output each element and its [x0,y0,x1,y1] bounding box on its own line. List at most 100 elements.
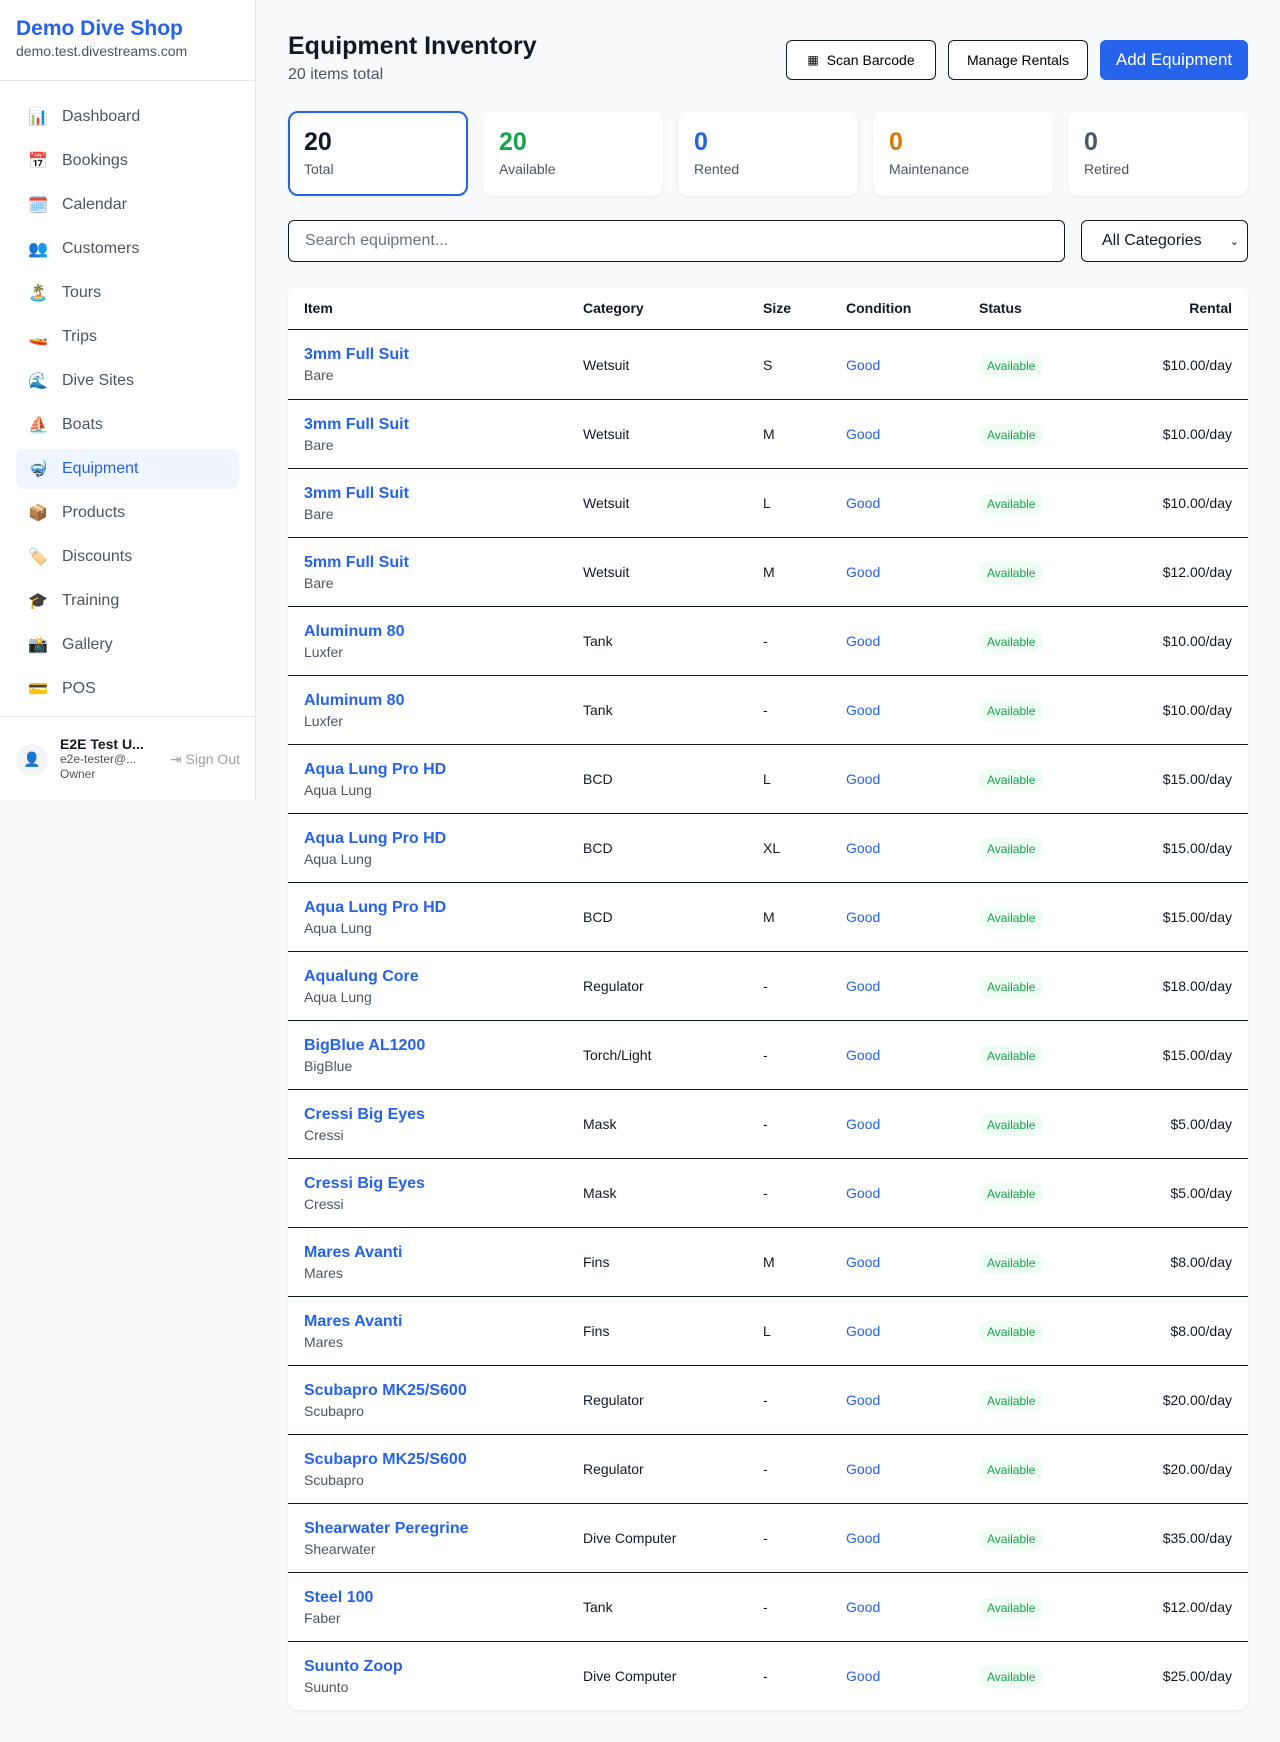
header-status[interactable]: Status [979,300,1022,316]
sidebar-item-label: Calendar [62,196,127,213]
item-category: Wetsuit [583,356,630,373]
table-row[interactable]: Mares Avanti Mares Fins M Good Available … [288,1227,1248,1296]
sidebar-item-discounts[interactable]: 🏷️ Discounts [16,537,239,577]
table-row[interactable]: Aluminum 80 Luxfer Tank - Good Available … [288,606,1248,675]
item-condition: Good [846,840,881,856]
item-name-link[interactable]: Suunto Zoop [304,1657,403,1675]
sidebar-item-boats[interactable]: ⛵ Boats [16,405,239,445]
stat-value: 0 [1084,128,1098,156]
sidebar-item-bookings[interactable]: 📅 Bookings [16,141,239,181]
add-equipment-button[interactable]: Add Equipment [1100,40,1248,80]
sidebar-item-equipment[interactable]: 🤿 Equipment [16,449,239,489]
item-name-link[interactable]: BigBlue AL1200 [304,1036,426,1054]
table-row[interactable]: Mares Avanti Mares Fins L Good Available … [288,1296,1248,1365]
table-row[interactable]: Cressi Big Eyes Cressi Mask - Good Availa… [288,1158,1248,1227]
item-category: Wetsuit [583,495,630,511]
stat-card-maintenance[interactable]: 0 Maintenance [873,111,1053,196]
status-badge: Available [979,1183,1044,1205]
item-brand: Aqua Lung [304,919,372,936]
status-badge: Available [979,1045,1044,1067]
shop-name[interactable]: Demo Dive Shop [16,17,183,40]
item-name-link[interactable]: 3mm Full Suit [304,415,409,433]
item-brand: Luxfer [304,712,343,729]
table-row[interactable]: Aluminum 80 Luxfer Tank - Good Available … [288,675,1248,744]
item-size: L [763,771,771,787]
item-name-link[interactable]: 3mm Full Suit [304,484,409,502]
table-row[interactable]: Aqua Lung Pro HD Aqua Lung BCD M Good Ava… [288,882,1248,951]
table-row[interactable]: 3mm Full Suit Bare Wetsuit M Good Availab… [288,399,1248,468]
item-size: - [763,702,768,718]
table-row[interactable]: Steel 100 Faber Tank - Good Available $12… [288,1572,1248,1641]
status-badge: Available [979,907,1044,929]
manage-rentals-button[interactable]: Manage Rentals [948,40,1088,80]
table-row[interactable]: 3mm Full Suit Bare Wetsuit S Good Availab… [288,330,1248,399]
item-category: Tank [583,633,613,649]
status-badge: Available [979,838,1044,860]
table-row[interactable]: Shearwater Peregrine Shearwater Dive Comp… [288,1503,1248,1572]
item-name-link[interactable]: Steel 100 [304,1588,374,1606]
sidebar-item-dashboard[interactable]: 📊 Dashboard [16,97,239,137]
status-badge: Available [979,631,1044,653]
table-row[interactable]: Scubapro MK25/S600 Scubapro Regulator - G… [288,1434,1248,1503]
stat-label: Maintenance [889,161,970,177]
item-size: L [763,1323,771,1339]
dashboard-icon: 📊 [28,109,48,126]
stat-card-total[interactable]: 20 Total [288,111,468,196]
item-name-link[interactable]: Aqua Lung Pro HD [304,760,447,778]
item-condition: Good [846,1530,881,1546]
sidebar-item-tours[interactable]: 🏝️ Tours [16,273,239,313]
table-row[interactable]: Aqua Lung Pro HD Aqua Lung BCD XL Good Av… [288,813,1248,882]
item-name-link[interactable]: Mares Avanti [304,1312,403,1330]
item-name-link[interactable]: 5mm Full Suit [304,553,409,571]
training-icon: 🎓 [28,593,48,610]
item-brand: Cressi [304,1195,344,1212]
table-row[interactable]: Suunto Zoop Suunto Dive Computer - Good A… [288,1641,1248,1710]
item-name-link[interactable]: Scubapro MK25/S600 [304,1381,467,1399]
item-name-link[interactable]: Aluminum 80 [304,691,405,709]
item-name-link[interactable]: Cressi Big Eyes [304,1105,425,1123]
table-row[interactable]: Cressi Big Eyes Cressi Mask - Good Availa… [288,1089,1248,1158]
item-size: M [763,909,775,925]
stat-card-available[interactable]: 20 Available [483,111,663,196]
item-name-link[interactable]: Aqua Lung Pro HD [304,829,447,847]
item-name-link[interactable]: 3mm Full Suit [304,346,409,363]
sidebar-item-trips[interactable]: 🚤 Trips [16,317,239,357]
sidebar-item-dive-sites[interactable]: 🌊 Dive Sites [16,361,239,401]
table-row[interactable]: 5mm Full Suit Bare Wetsuit M Good Availab… [288,537,1248,606]
item-name-link[interactable]: Aqua Lung Pro HD [304,898,447,916]
header-condition[interactable]: Condition [846,300,912,316]
item-rental-price: $15.00/day [1162,840,1232,856]
item-name-link[interactable]: Mares Avanti [304,1243,403,1261]
sidebar-item-calendar[interactable]: 🗓️ Calendar [16,185,239,225]
status-badge: Available [979,1597,1044,1619]
sign-out-button[interactable]: ⇥ Sign Out [170,751,240,768]
stat-card-retired[interactable]: 0 Retired [1068,111,1248,196]
sidebar-item-gallery[interactable]: 📸 Gallery [16,625,239,665]
header-rental[interactable]: Rental [1189,300,1232,316]
item-name-link[interactable]: Shearwater Peregrine [304,1519,469,1537]
sidebar-item-customers[interactable]: 👥 Customers [16,229,239,269]
table-row[interactable]: Scubapro MK25/S600 Scubapro Regulator - G… [288,1365,1248,1434]
table-row[interactable]: Aqua Lung Pro HD Aqua Lung BCD L Good Ava… [288,744,1248,813]
item-rental-price: $35.00/day [1162,1530,1232,1546]
sidebar-item-products[interactable]: 📦 Products [16,493,239,533]
item-rental-price: $10.00/day [1162,495,1232,511]
table-row[interactable]: BigBlue AL1200 BigBlue Torch/Light - Good… [288,1020,1248,1089]
item-name-link[interactable]: Aluminum 80 [304,622,405,640]
item-brand: Bare [304,505,334,522]
item-name-link[interactable]: Aqualung Core [304,967,419,985]
sidebar-item-pos[interactable]: 💳 POS [16,669,239,709]
scan-barcode-button[interactable]: ▦ Scan Barcode [786,40,936,80]
category-select[interactable]: All Categories ⌄ [1081,220,1248,262]
header-item[interactable]: Item [304,300,333,316]
header-category[interactable]: Category [583,300,644,316]
equipment-table: Item Category Size Condition Status Rent… [288,287,1248,1710]
stat-card-rented[interactable]: 0 Rented [678,111,858,196]
sidebar-item-training[interactable]: 🎓 Training [16,581,239,621]
item-name-link[interactable]: Cressi Big Eyes [304,1174,425,1192]
search-input[interactable] [288,220,1065,262]
item-name-link[interactable]: Scubapro MK25/S600 [304,1450,467,1468]
table-row[interactable]: Aqualung Core Aqua Lung Regulator - Good … [288,951,1248,1020]
header-size[interactable]: Size [763,300,792,316]
table-row[interactable]: 3mm Full Suit Bare Wetsuit L Good Availab… [288,468,1248,537]
